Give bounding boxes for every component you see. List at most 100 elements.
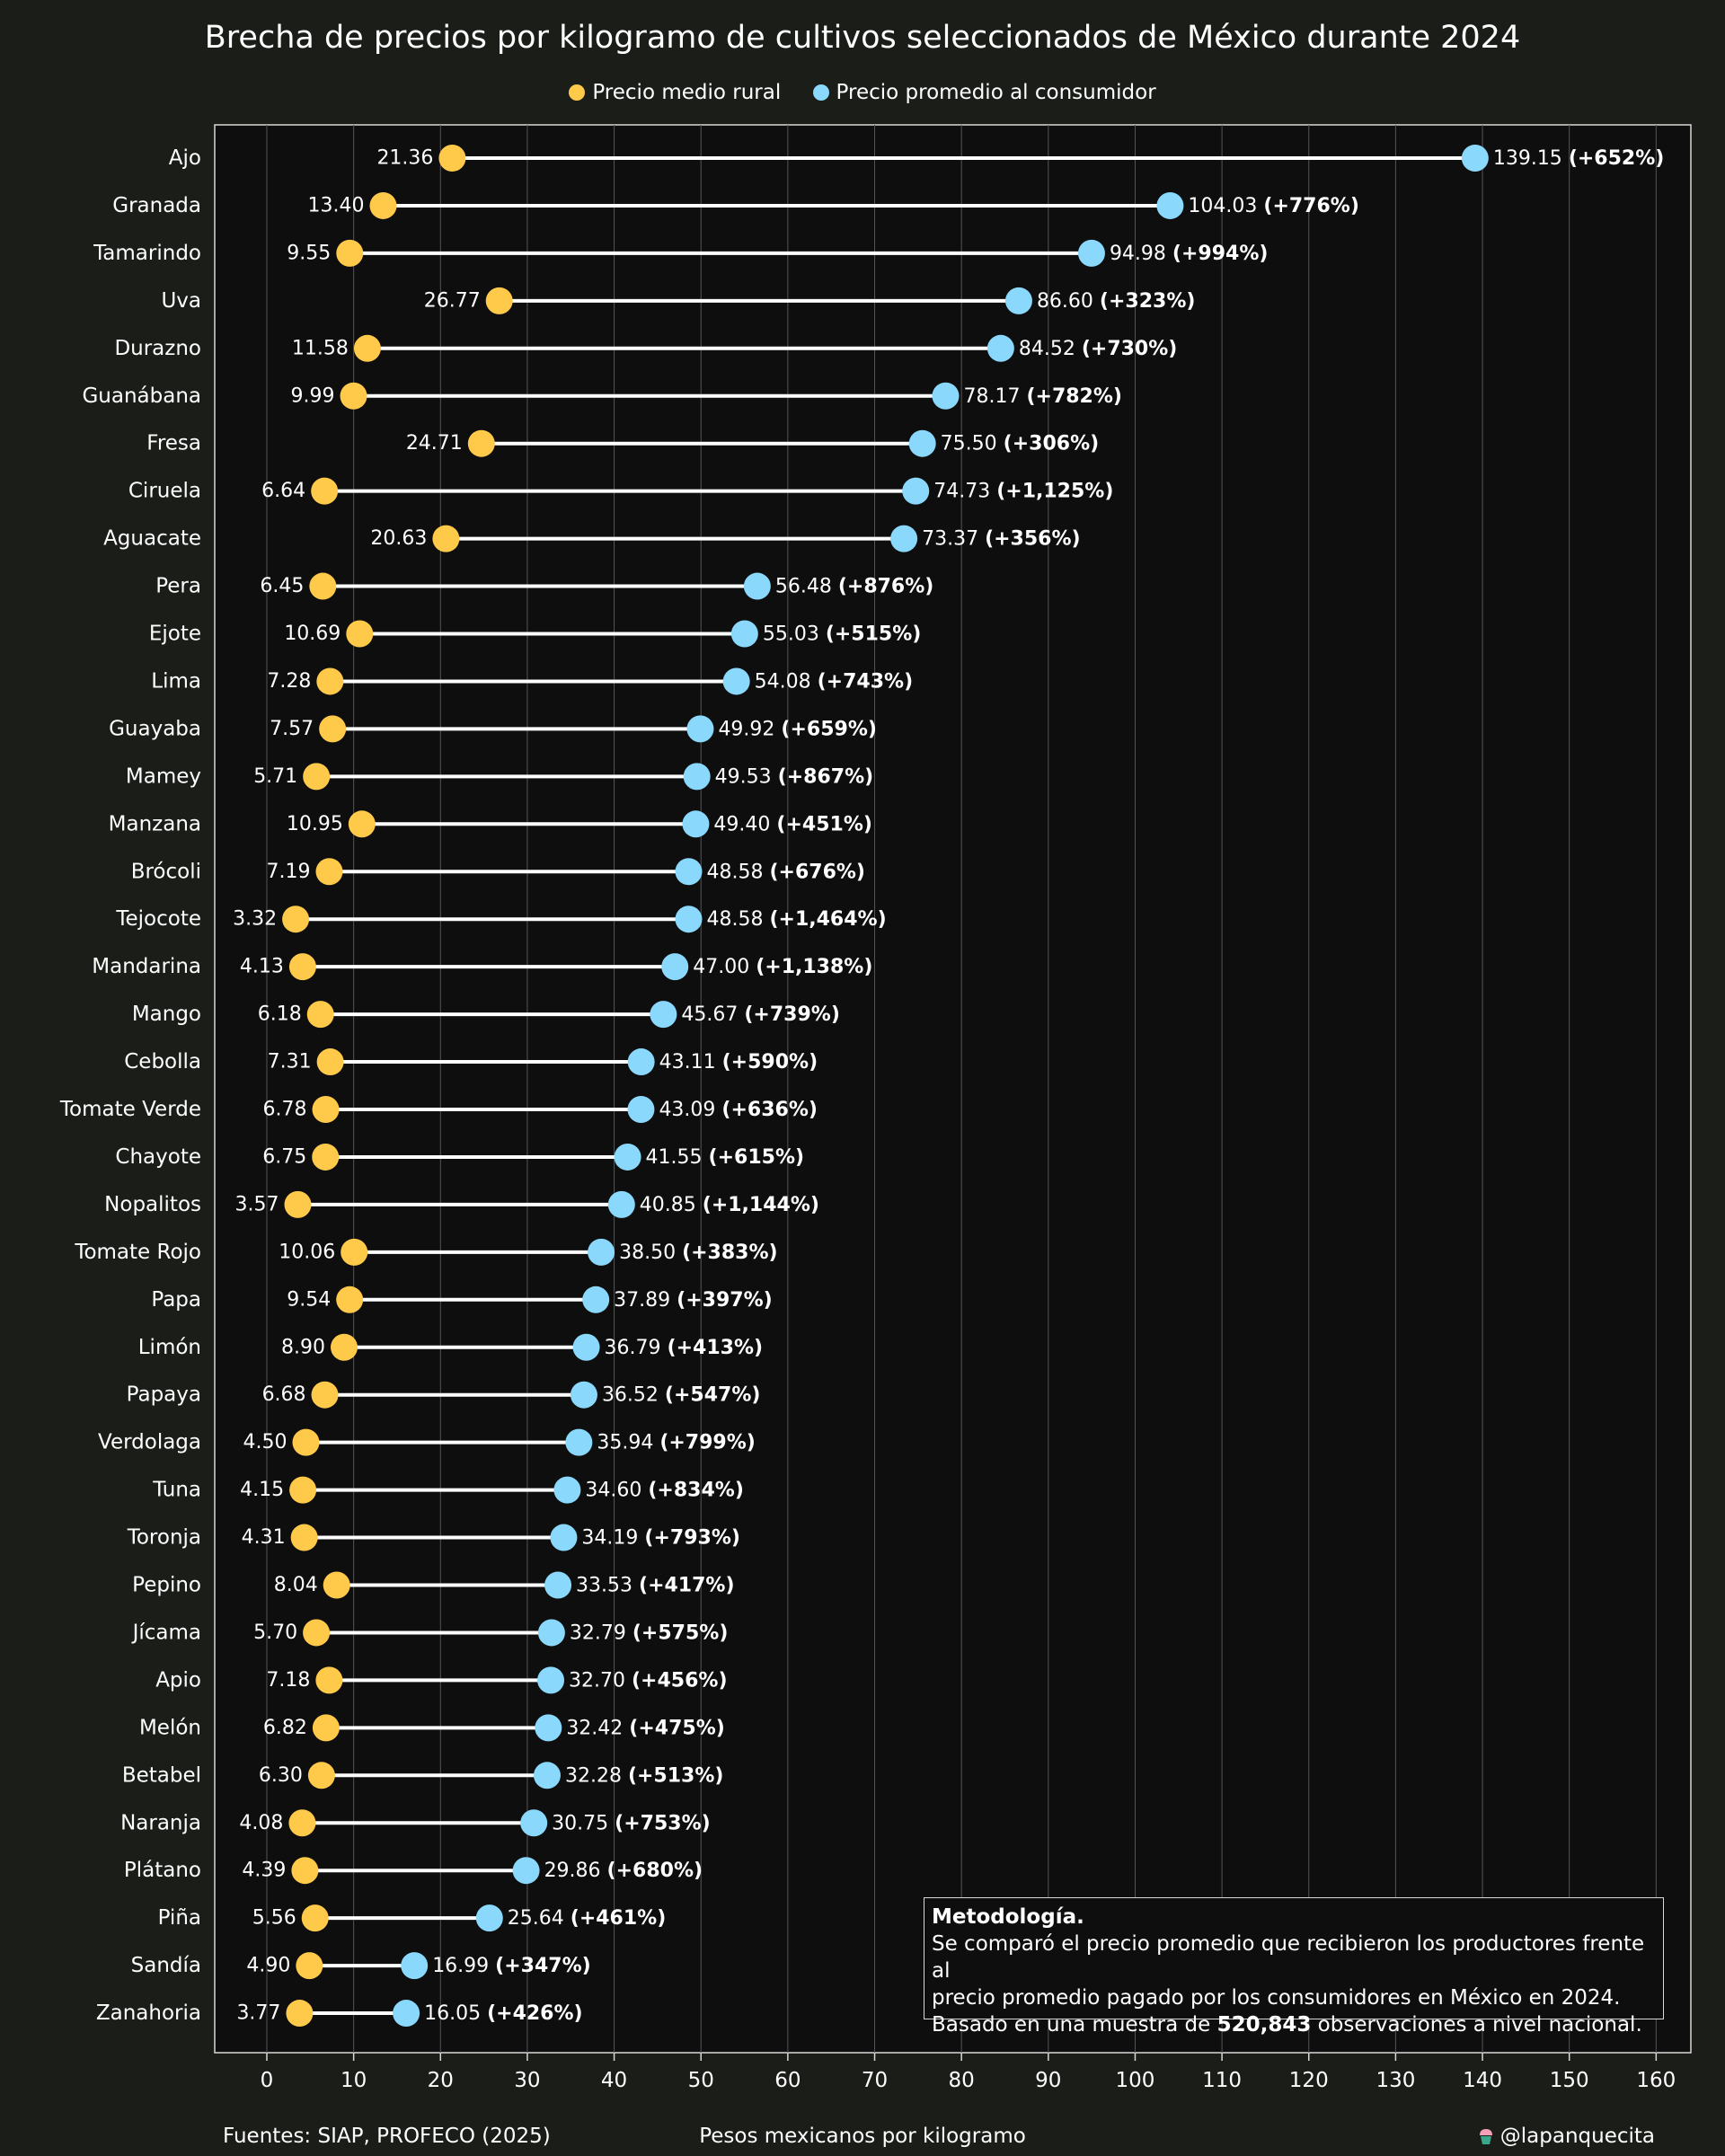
- methodology-title: Metodología.: [932, 1905, 1084, 1929]
- legend-marker-rural: [569, 84, 586, 101]
- legend-label-consumer: Precio promedio al consumidor: [836, 81, 1156, 104]
- author-credit-text: @lapanquecita: [1499, 2125, 1655, 2148]
- price-gap-label: (+1,144%): [703, 1193, 819, 1215]
- price-gap-label: (+876%): [838, 575, 934, 597]
- consumer-price-label: 34.19 (+793%): [581, 1526, 740, 1549]
- consumer-price-value: 54.08: [755, 670, 818, 693]
- chart-row: Aguacate 20.63 73.37 (+356%): [103, 525, 1081, 552]
- x-tick-label: 10: [341, 2069, 367, 2092]
- category-label: Chayote: [115, 1145, 201, 1169]
- x-tick-label: 120: [1289, 2069, 1329, 2092]
- category-label: Pera: [155, 575, 201, 598]
- x-axis-title: Pesos mexicanos por kilogramo: [699, 2125, 1026, 2148]
- rural-price-label: 11.58: [292, 337, 349, 359]
- chart-row: Nopalitos 3.57 40.85 (+1,144%): [104, 1190, 819, 1218]
- category-label: Tomate Verde: [59, 1098, 201, 1121]
- chart-row: Lima 7.28 54.08 (+743%): [151, 667, 914, 695]
- category-label: Manzana: [109, 812, 201, 835]
- consumer-price-marker: [582, 1286, 610, 1313]
- price-gap-label: (+1,125%): [996, 480, 1113, 502]
- rural-price-marker: [341, 1238, 368, 1266]
- chart-row: Melón 6.82 32.42 (+475%): [139, 1714, 725, 1742]
- rural-price-marker: [340, 382, 367, 410]
- consumer-price-label: 41.55 (+615%): [646, 1145, 805, 1168]
- rural-price-label: 7.31: [268, 1051, 312, 1074]
- category-label: Brócoli: [131, 860, 201, 883]
- rural-price-label: 10.06: [279, 1241, 335, 1263]
- source-note: Fuentes: SIAP, PROFECO (2025): [223, 2125, 551, 2148]
- legend: Precio medio rural Precio promedio al co…: [0, 81, 1725, 104]
- rural-price-marker: [312, 1096, 340, 1123]
- category-label: Tuna: [152, 1479, 201, 1502]
- methodology-line-3-prefix: Basado en una muestra de: [932, 2013, 1217, 2037]
- category-label: Cebolla: [124, 1050, 201, 1074]
- rural-price-marker: [288, 1809, 316, 1837]
- methodology-line-3: Basado en una muestra de 520,843 observa…: [932, 2011, 1656, 2038]
- chart-row: Jícama 5.70 32.79 (+575%): [131, 1619, 728, 1647]
- category-label: Mango: [132, 1003, 201, 1026]
- consumer-price-value: 49.53: [715, 765, 778, 788]
- rural-price-label: 26.77: [424, 289, 481, 312]
- price-gap-label: (+994%): [1172, 242, 1269, 264]
- consumer-price-value: 75.50: [941, 432, 1004, 455]
- consumer-price-label: 38.50 (+383%): [619, 1241, 778, 1263]
- category-label: Pepino: [132, 1574, 201, 1597]
- price-gap-label: (+867%): [778, 765, 874, 788]
- price-gap-label: (+793%): [644, 1526, 740, 1549]
- rural-price-label: 5.70: [253, 1621, 297, 1644]
- consumer-price-marker: [475, 1904, 503, 1932]
- chart-row: Ciruela 6.64 74.73 (+1,125%): [128, 477, 1113, 505]
- consumer-price-value: 32.42: [566, 1717, 629, 1739]
- consumer-price-label: 86.60 (+323%): [1037, 289, 1196, 312]
- chart-row: Verdolaga 4.50 35.94 (+799%): [98, 1428, 756, 1456]
- consumer-price-marker: [650, 1001, 677, 1029]
- consumer-price-marker: [572, 1333, 600, 1361]
- consumer-price-label: 16.99 (+347%): [432, 1955, 591, 1977]
- consumer-price-value: 35.94: [597, 1431, 659, 1454]
- consumer-price-marker: [730, 620, 758, 648]
- price-gap-label: (+743%): [818, 670, 914, 693]
- consumer-price-value: 32.28: [565, 1764, 628, 1787]
- consumer-price-marker: [535, 1714, 562, 1742]
- consumer-price-label: 78.17 (+782%): [963, 384, 1122, 407]
- price-gap-label: (+426%): [487, 2002, 583, 2025]
- rural-price-label: 10.69: [284, 623, 341, 645]
- category-label: Apio: [155, 1668, 201, 1692]
- rural-price-label: 9.55: [287, 242, 331, 264]
- price-gap-label: (+397%): [677, 1288, 773, 1311]
- rural-price-marker: [315, 858, 343, 886]
- chart-row: Ejote 10.69 55.03 (+515%): [149, 620, 921, 648]
- rural-price-marker: [316, 667, 344, 695]
- consumer-price-value: 33.53: [576, 1574, 639, 1596]
- x-tick-label: 100: [1116, 2069, 1155, 2092]
- chart-row: Naranja 4.08 30.75 (+753%): [120, 1809, 711, 1837]
- rural-price-label: 4.15: [240, 1479, 284, 1501]
- rural-price-marker: [467, 429, 495, 457]
- chart-row: Brócoli 7.19 48.58 (+676%): [131, 858, 865, 886]
- author-credit: @lapanquecita: [1477, 2125, 1655, 2148]
- consumer-price-value: 73.37: [922, 527, 985, 550]
- x-tick-label: 90: [1035, 2069, 1061, 2092]
- chart-row: Zanahoria 3.77 16.05 (+426%): [96, 2000, 583, 2028]
- consumer-price-label: 139.15 (+652%): [1493, 147, 1665, 170]
- methodology-sample-size: 520,843: [1216, 2013, 1312, 2037]
- rural-price-label: 8.90: [281, 1336, 325, 1358]
- category-label: Papaya: [127, 1383, 201, 1407]
- category-label: Tamarindo: [93, 242, 201, 265]
- consumer-price-value: 104.03: [1188, 194, 1263, 216]
- rural-price-marker: [312, 1143, 340, 1171]
- rural-price-label: 20.63: [370, 527, 427, 550]
- rural-price-label: 6.68: [262, 1383, 306, 1406]
- consumer-price-label: 43.11 (+590%): [659, 1051, 818, 1074]
- consumer-price-label: 74.73 (+1,125%): [933, 480, 1113, 502]
- category-label: Fresa: [146, 432, 201, 455]
- grid-lines: [266, 125, 1657, 2053]
- consumer-price-label: 30.75 (+753%): [552, 1812, 711, 1834]
- rural-price-label: 6.82: [263, 1717, 307, 1739]
- rural-price-label: 5.71: [253, 765, 297, 788]
- chart-row: Mango 6.18 45.67 (+739%): [132, 1001, 840, 1029]
- price-gap-label: (+615%): [709, 1145, 805, 1168]
- category-label: Ajo: [169, 146, 201, 170]
- category-label: Naranja: [120, 1811, 201, 1834]
